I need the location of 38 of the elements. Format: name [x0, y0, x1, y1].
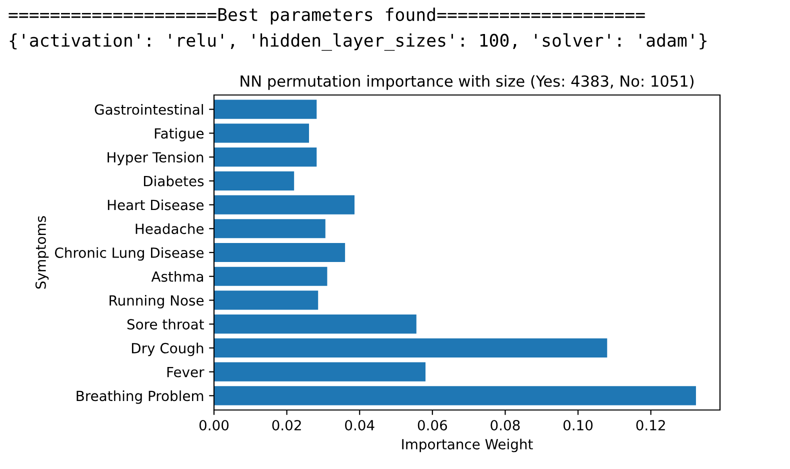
- bar: [214, 362, 426, 382]
- x-tick-label: 0.00: [199, 420, 229, 430]
- y-tick-label: Fever: [167, 366, 204, 378]
- y-tick-label: Headache: [136, 223, 204, 234]
- x-tick-label: 0.04: [345, 420, 374, 430]
- text: {'activation': 'relu', 'hidden_layer_sizes': 100, 'solver': 'adam'}: [10, 33, 706, 51]
- y-tick-label: Asthma: [151, 271, 204, 282]
- x-tick-label: 0.02: [272, 420, 301, 430]
- y-tick-label: Diabetes: [144, 176, 204, 186]
- x-axis-title: Importance Weight: [402, 438, 533, 452]
- bar: [214, 290, 318, 310]
- bar: [214, 124, 310, 143]
- x-tick-label: 0.06: [418, 420, 448, 430]
- bar: [214, 171, 294, 190]
- text: ====================Best parameters found====================: [8, 8, 645, 24]
- bar: [214, 386, 696, 406]
- bar: [214, 148, 317, 167]
- x-tick-label: 0.12: [636, 420, 665, 430]
- y-tick-label: Heart Disease: [108, 199, 204, 210]
- y-tick-label: Chronic Lung Disease: [54, 247, 204, 261]
- x-tick-label: 0.08: [490, 420, 520, 430]
- y-tick-label: Fatigue: [154, 128, 204, 142]
- bar: [214, 100, 317, 119]
- y-tick-label: Gastrointestinal: [94, 104, 203, 115]
- y-tick-label: Breathing Problem: [76, 390, 204, 404]
- bar: [214, 219, 326, 238]
- bar: [214, 266, 328, 286]
- y-tick-label: Sore throat: [127, 318, 204, 330]
- bar: [214, 195, 355, 214]
- bar: [214, 314, 416, 334]
- y-tick-label: Hyper Tension: [108, 152, 204, 166]
- y-tick-label: Dry Cough: [132, 342, 204, 356]
- bar: [214, 338, 608, 358]
- y-tick-label: Running Nose: [110, 294, 204, 308]
- x-tick-label: 0.10: [563, 420, 593, 430]
- y-axis-title: Symptoms: [35, 216, 49, 289]
- bar: [214, 242, 346, 262]
- chart-title: NN permutation importance with size (Yes: 4383, No: 1051): [240, 75, 694, 90]
